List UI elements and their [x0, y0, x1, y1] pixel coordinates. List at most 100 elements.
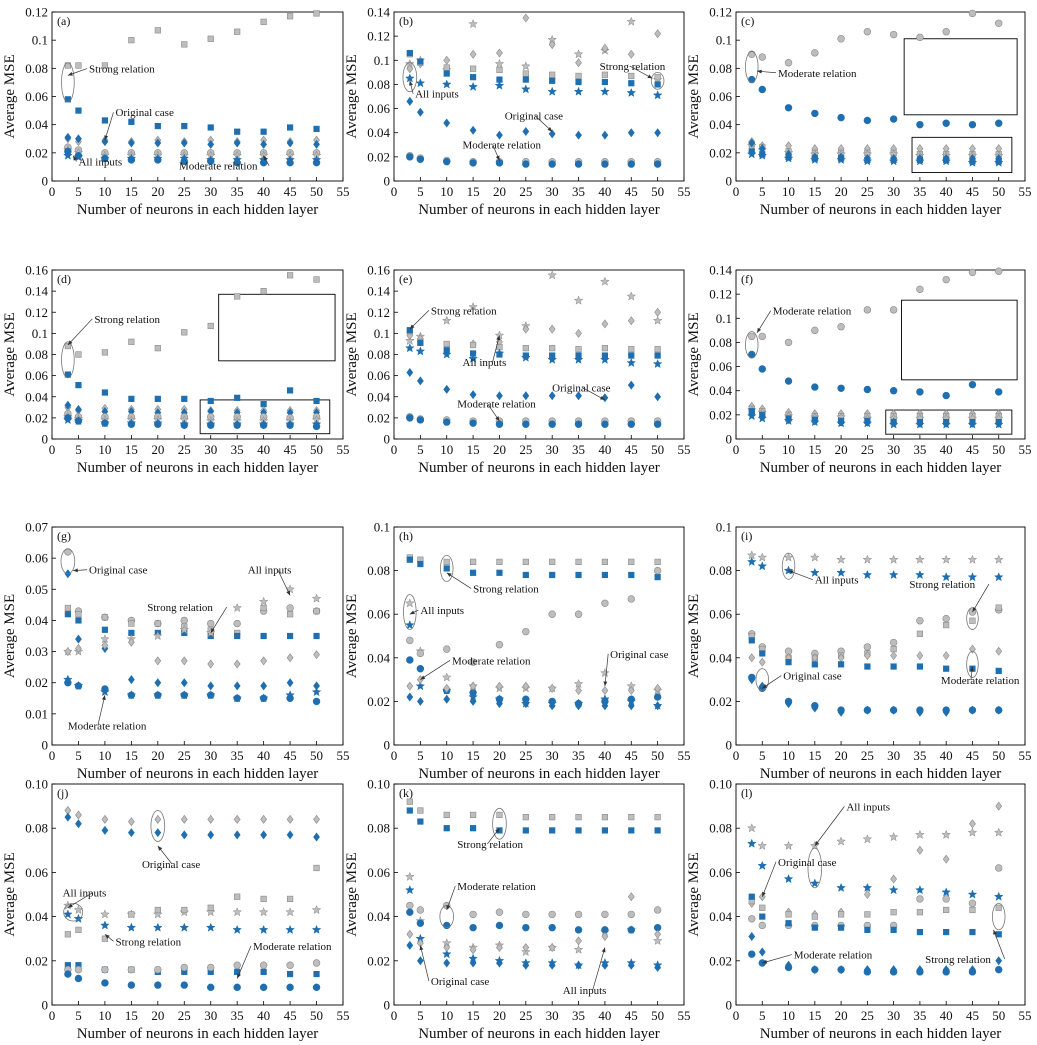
- panel-k-x-tick-label: 40: [598, 1008, 611, 1023]
- panel-e-square-marker: [575, 346, 582, 353]
- panel-a-annotation: Moderate relation: [179, 161, 258, 173]
- panel-h-axes-frame: [393, 526, 685, 746]
- panel-l-y-axis-label: Average MSE: [686, 852, 702, 936]
- panel-k-circle-marker: [495, 908, 504, 916]
- panel-f-y-tick-label: 0.12: [709, 287, 732, 302]
- panel-j-circle-marker: [286, 961, 294, 969]
- panel-j-diamond-marker: [313, 814, 320, 824]
- panel-j-star-marker: [285, 907, 295, 917]
- panel-e-annotation: Moderate relation: [457, 398, 536, 410]
- panel-g-star-marker: [100, 686, 110, 697]
- panel-b-square-marker: [575, 72, 582, 80]
- panel-i-arrow-head: [970, 666, 974, 672]
- panel-b-circle-marker: [522, 160, 530, 168]
- panel-k-square-marker: [601, 827, 609, 834]
- panel-h-x-axis-label: Number of neurons in each hidden layer: [418, 766, 660, 782]
- panel-k-circle-marker: [653, 906, 662, 914]
- panel-h-diamond-marker: [548, 701, 556, 711]
- panel-j-circle-marker: [233, 983, 241, 992]
- panel-b-x-tick-label: 10: [440, 184, 453, 199]
- panel-j-x-axis-label: Number of neurons in each hidden layer: [77, 1026, 319, 1042]
- panel-g-star-marker: [311, 593, 322, 603]
- panel-k-diamond-marker: [654, 929, 662, 939]
- panel-g-star-marker: [179, 624, 190, 634]
- panel-e-y-tick-label: 0.16: [367, 263, 390, 278]
- panel-l-y-tick-label: 0: [726, 998, 733, 1013]
- panel-c-circle-marker: [811, 109, 819, 118]
- panel-h-diamond-marker: [575, 686, 582, 695]
- panel-f-x-tick-label: 25: [861, 442, 874, 457]
- panel-j-diamond-marker: [101, 825, 109, 835]
- panel-f-circle-marker: [995, 388, 1003, 396]
- panel-b-diamond-marker: [522, 13, 530, 23]
- panel-g-star-marker: [258, 693, 269, 703]
- panel-e-diamond-marker: [469, 390, 477, 400]
- panel-c-star-marker: [746, 149, 757, 159]
- panel-b-diamond-marker: [443, 55, 451, 65]
- panel-k-axes-frame: [393, 783, 685, 1006]
- panel-i-x-axis-label: Number of neurons in each hidden layer: [760, 766, 1002, 782]
- panel-a-x-tick-label: 35: [231, 184, 244, 199]
- panel-a-y-tick-label: 0.04: [25, 117, 48, 132]
- panel-k-square-marker: [549, 827, 556, 834]
- panel-c-circle-marker: [995, 119, 1003, 127]
- panel-e-circle-marker: [469, 419, 477, 427]
- panel-b-star-marker: [626, 16, 637, 26]
- panel-i-square-marker: [837, 661, 845, 668]
- panel-b-square-marker: [549, 77, 556, 84]
- panel-k-diamond-marker: [548, 943, 556, 953]
- panel-f-x-tick-label: 20: [835, 442, 848, 457]
- panel-b-diamond-marker: [654, 128, 662, 138]
- panel-j-square-marker: [181, 906, 188, 914]
- panel-a-y-tick-label: 0.02: [25, 145, 48, 160]
- panel-a-diamond-marker: [233, 138, 241, 148]
- panel-c-circle-marker: [968, 120, 977, 129]
- panel-l-diamond-marker: [995, 956, 1003, 966]
- panel-i-diamond-marker: [916, 707, 924, 717]
- panel-j-star-marker: [232, 907, 243, 917]
- panel-g-star-marker: [126, 690, 137, 700]
- panel-b-diamond-marker: [601, 130, 609, 140]
- panel-i-highlight-ellipse: [781, 552, 796, 580]
- panel-i-star-marker: [993, 572, 1004, 582]
- panel-b-diamond-marker: [496, 130, 503, 140]
- panel-h-circle-marker: [653, 693, 662, 701]
- panel-h-annotation: All inputs: [420, 605, 464, 617]
- panel-l-star-marker: [915, 884, 925, 895]
- panel-d-square-marker: [75, 382, 82, 389]
- panel-h-y-axis-label: Average MSE: [344, 594, 360, 678]
- panel-a-diamond-marker: [180, 138, 188, 148]
- panel-j-diamond-marker: [313, 832, 320, 842]
- panel-j-circle-marker: [233, 961, 241, 969]
- panel-g-x-tick-label: 15: [125, 748, 138, 763]
- panel-l-diamond-marker: [942, 965, 950, 975]
- panel-g-star-marker: [63, 674, 73, 684]
- panel-b-circle-marker: [627, 160, 635, 168]
- panel-l-square-marker: [811, 913, 818, 920]
- panel-d-square-marker: [101, 349, 109, 356]
- panel-l-diamond-marker: [785, 960, 792, 970]
- panel-b-circle-marker: [495, 159, 504, 167]
- panel-j-circle-marker: [74, 965, 83, 974]
- panel-g-square-marker: [101, 626, 109, 633]
- panel-b-x-tick-label: 30: [546, 184, 559, 199]
- panel-j-star-marker: [285, 924, 295, 934]
- panel-h-square-marker: [406, 556, 413, 563]
- panel-l-annotation-arrow: [814, 806, 845, 847]
- panel-f-x-tick-label: 15: [808, 442, 821, 457]
- panel-f-zoom-box: [901, 299, 1018, 381]
- panel-f-star-marker: [757, 413, 768, 423]
- panel-l-star-marker: [836, 836, 846, 846]
- panel-j-y-tick-label: 0.06: [25, 865, 48, 880]
- panel-l-axes-frame: [735, 783, 1026, 1006]
- panel-g-y-tick-label: 0: [42, 738, 49, 753]
- panel-k-circle-marker: [416, 906, 425, 914]
- panel-k-star-marker: [652, 935, 663, 946]
- panel-h-star-marker: [415, 681, 426, 691]
- panel-l-star-marker: [888, 884, 899, 895]
- panel-j-diamond-marker: [127, 817, 135, 827]
- panel-j-diamond-marker: [64, 812, 72, 822]
- panel-e-square-marker: [469, 341, 477, 349]
- panel-b-annotation: Moderate relation: [463, 139, 542, 151]
- panel-d-label: (d): [57, 272, 71, 286]
